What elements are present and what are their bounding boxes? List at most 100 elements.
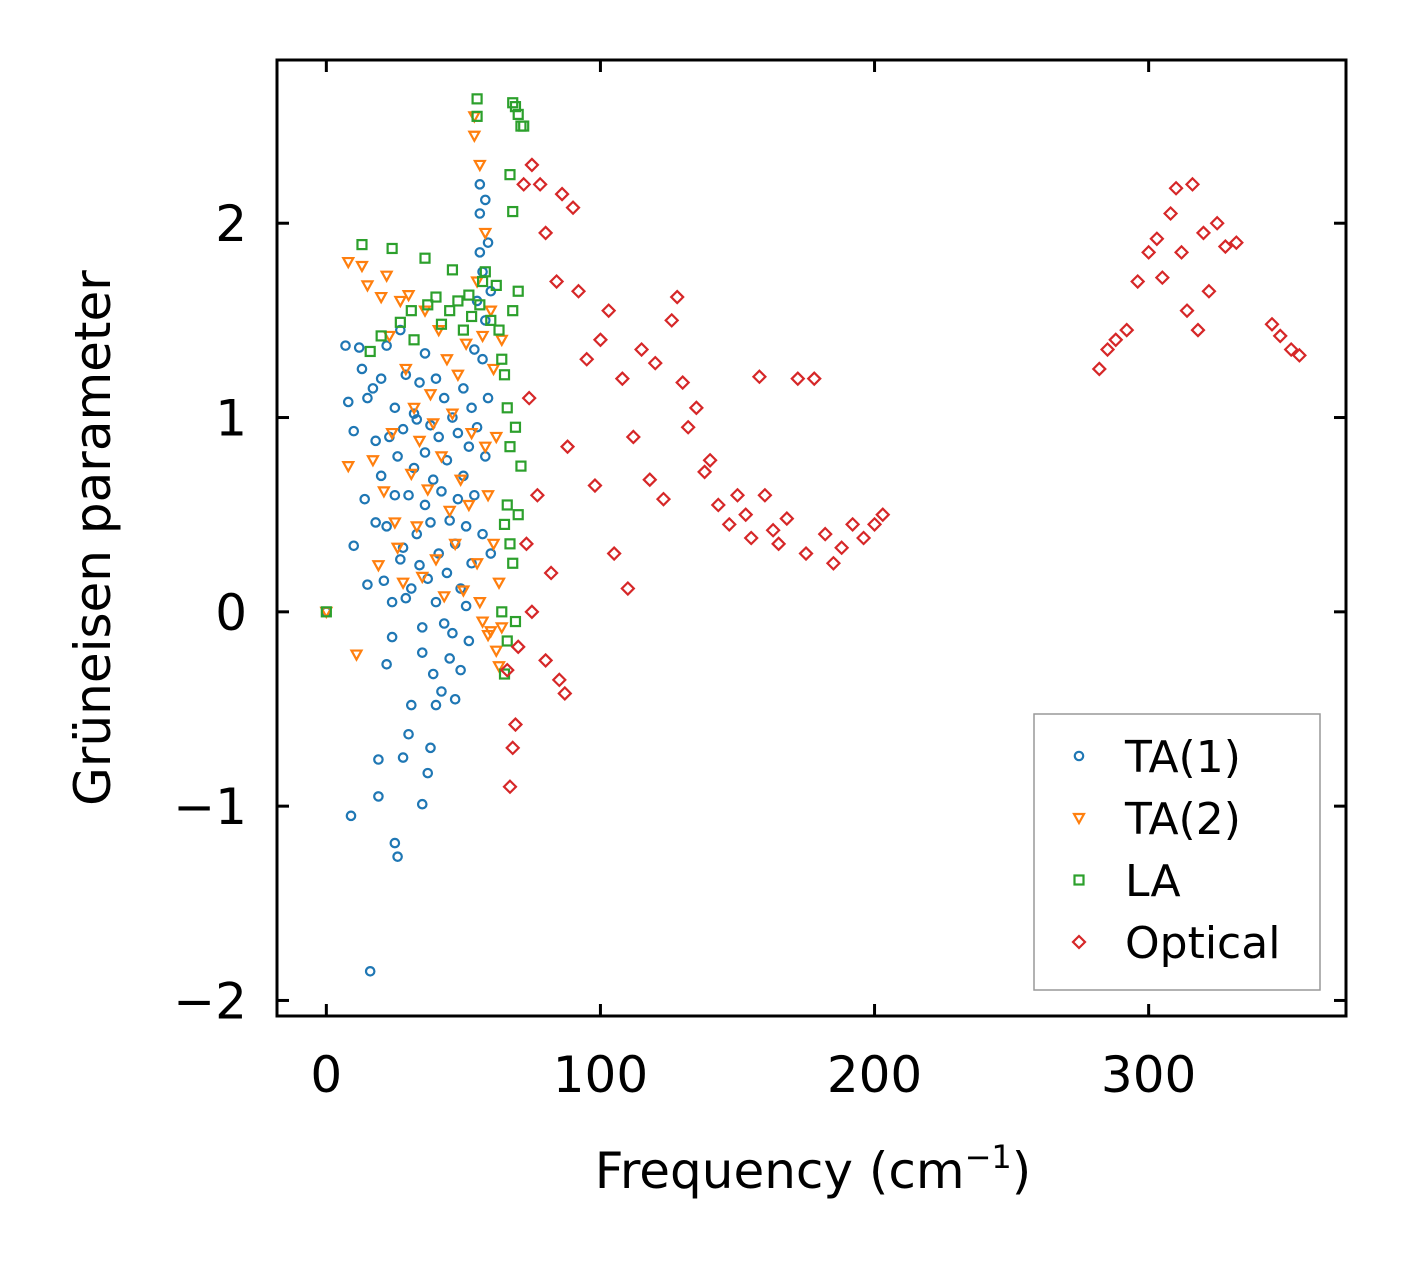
data-point xyxy=(400,592,412,604)
data-point xyxy=(390,542,405,555)
y-tick-label: −2 xyxy=(173,972,247,1030)
data-point xyxy=(389,489,401,501)
data-point xyxy=(446,264,459,276)
data-point xyxy=(392,451,403,462)
data-point xyxy=(419,447,431,458)
data-point xyxy=(492,661,506,674)
data-point xyxy=(353,342,365,353)
data-point xyxy=(397,423,409,435)
data-point xyxy=(1179,303,1195,319)
data-point xyxy=(375,330,387,342)
data-point xyxy=(509,101,522,113)
data-point xyxy=(457,324,469,336)
legend-label: LA xyxy=(1125,856,1181,907)
series-optical xyxy=(499,157,1307,795)
data-point xyxy=(710,497,726,513)
data-point xyxy=(866,516,883,532)
data-point xyxy=(419,348,431,359)
data-point xyxy=(765,522,781,538)
data-point xyxy=(471,93,483,105)
data-point xyxy=(408,408,420,419)
data-point xyxy=(634,341,650,358)
data-point xyxy=(502,779,518,795)
data-point xyxy=(359,493,371,505)
data-point xyxy=(462,499,476,513)
data-point xyxy=(435,318,448,330)
data-point xyxy=(625,429,641,445)
data-point xyxy=(559,439,576,455)
data-point xyxy=(442,505,457,519)
data-point xyxy=(430,699,442,711)
data-point xyxy=(348,540,360,552)
data-point xyxy=(422,767,434,779)
data-point xyxy=(779,511,795,527)
data-point xyxy=(340,340,351,351)
legend-label: TA(2) xyxy=(1124,794,1241,845)
data-point xyxy=(771,536,787,552)
data-point xyxy=(806,371,822,387)
series-la xyxy=(320,93,530,680)
data-point xyxy=(460,600,472,612)
data-point xyxy=(1141,244,1157,260)
data-point xyxy=(401,290,416,303)
data-point xyxy=(470,558,484,571)
data-point xyxy=(538,225,554,241)
legend-item-la: LA xyxy=(1073,856,1181,907)
data-point xyxy=(485,314,497,326)
data-point xyxy=(482,237,494,248)
data-point xyxy=(757,487,773,503)
data-point xyxy=(349,649,364,662)
data-point xyxy=(474,208,486,219)
data-point xyxy=(1190,322,1206,338)
data-point xyxy=(460,521,472,532)
data-point xyxy=(1291,347,1307,363)
data-point xyxy=(408,334,420,346)
data-point xyxy=(507,557,519,569)
y-tick-label: 1 xyxy=(215,390,247,448)
data-point xyxy=(362,392,373,404)
data-point xyxy=(483,305,498,318)
data-point xyxy=(422,299,434,311)
data-point xyxy=(411,414,423,425)
data-point xyxy=(524,157,540,173)
data-point xyxy=(342,396,354,408)
data-point xyxy=(489,645,504,658)
data-point xyxy=(320,606,332,618)
data-point xyxy=(386,242,398,255)
data-point xyxy=(549,273,565,290)
data-point xyxy=(408,462,420,474)
data-point xyxy=(579,351,595,367)
data-point xyxy=(601,303,617,319)
data-point xyxy=(433,548,445,559)
data-point xyxy=(445,408,460,421)
data-point xyxy=(482,392,494,404)
y-tick-label: 0 xyxy=(215,584,247,642)
data-point xyxy=(463,441,475,452)
data-point xyxy=(420,484,435,497)
data-point xyxy=(393,295,408,309)
legend: TA(1) TA(2) LA Optical xyxy=(1033,713,1321,991)
data-point xyxy=(1228,235,1244,251)
data-point xyxy=(379,270,394,283)
data-point xyxy=(405,305,417,317)
data-point xyxy=(356,238,368,251)
data-point xyxy=(515,460,527,472)
data-point xyxy=(1149,231,1165,247)
data-point xyxy=(565,200,581,216)
data-point xyxy=(416,622,428,633)
data-point xyxy=(790,371,806,387)
data-point xyxy=(496,353,508,365)
data-point xyxy=(697,464,713,480)
data-point xyxy=(875,507,891,523)
data-point xyxy=(1119,322,1135,338)
data-point xyxy=(469,344,480,355)
data-point xyxy=(403,728,414,740)
data-point xyxy=(370,517,381,528)
series-ta-1- xyxy=(321,179,497,977)
data-point xyxy=(509,615,522,628)
data-point xyxy=(1195,225,1212,241)
data-point xyxy=(429,554,443,567)
data-point xyxy=(532,176,548,192)
x-axis-label: Frequency (cm−1) xyxy=(595,1138,1032,1200)
legend-label: TA(1) xyxy=(1124,732,1241,783)
